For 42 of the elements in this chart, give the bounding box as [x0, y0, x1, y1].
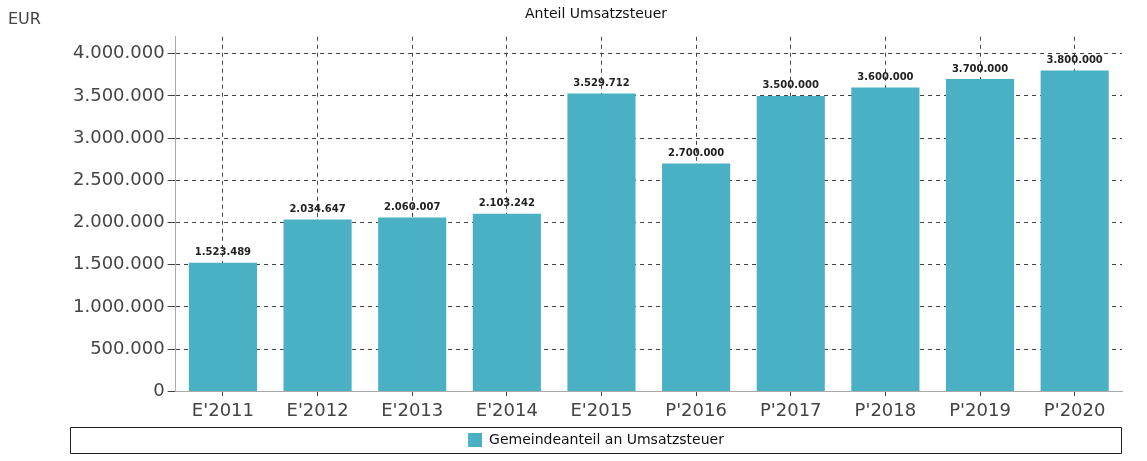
bar — [378, 217, 447, 391]
x-tick-label: E'2011 — [191, 398, 254, 420]
x-tick-label: P'2019 — [949, 398, 1011, 420]
chart-title: Anteil Umsatzsteuer — [524, 5, 668, 22]
x-tick-label: P'2020 — [1043, 398, 1106, 420]
bar — [945, 79, 1015, 391]
bar — [662, 163, 731, 391]
data-label: 2.103.242 — [478, 197, 536, 209]
y-tick-label: 3.500.000 — [73, 83, 165, 105]
bar — [1040, 70, 1109, 391]
data-label: 3.529.712 — [573, 76, 630, 88]
x-tick-label: E'2013 — [381, 398, 444, 420]
x-tick-label: E'2014 — [475, 398, 538, 420]
data-label: 2.034.647 — [289, 203, 346, 215]
x-tick-label: P'2016 — [665, 398, 727, 420]
y-tick-label: 2.500.000 — [73, 168, 165, 189]
bar — [472, 213, 541, 391]
bar — [283, 219, 352, 391]
x-tick-label: P'2018 — [854, 398, 917, 420]
y-tick-label: 500.000 — [90, 336, 165, 358]
data-label: 1.523.489 — [194, 246, 252, 258]
x-tick-label: P'2017 — [759, 398, 822, 420]
bar — [851, 87, 920, 391]
bar — [567, 93, 636, 391]
y-tick-label: 1.000.000 — [73, 294, 165, 316]
y-tick-label: 4.000.000 — [73, 41, 165, 63]
y-tick-label: 1.500.000 — [73, 252, 165, 274]
data-label: 3.700.000 — [951, 62, 1009, 74]
x-tick-label: E'2012 — [286, 398, 349, 420]
x-tick-label: E'2015 — [570, 398, 633, 420]
data-label: 3.600.000 — [857, 71, 914, 83]
data-label: 3.800.000 — [1046, 54, 1103, 66]
y-axis-title: EUR — [8, 9, 41, 29]
data-label: 3.500.000 — [762, 79, 819, 91]
bar — [188, 262, 257, 391]
bar — [756, 95, 825, 391]
y-tick-label: 2.000.000 — [73, 210, 165, 232]
legend-label: Gemeindeanteil an Umsatzsteuer — [489, 430, 725, 447]
y-tick-label: 3.000.000 — [73, 125, 165, 147]
data-label: 2.700.000 — [667, 147, 725, 159]
data-label: 2.060.007 — [384, 201, 441, 213]
y-tick-label: 0 — [153, 379, 165, 401]
